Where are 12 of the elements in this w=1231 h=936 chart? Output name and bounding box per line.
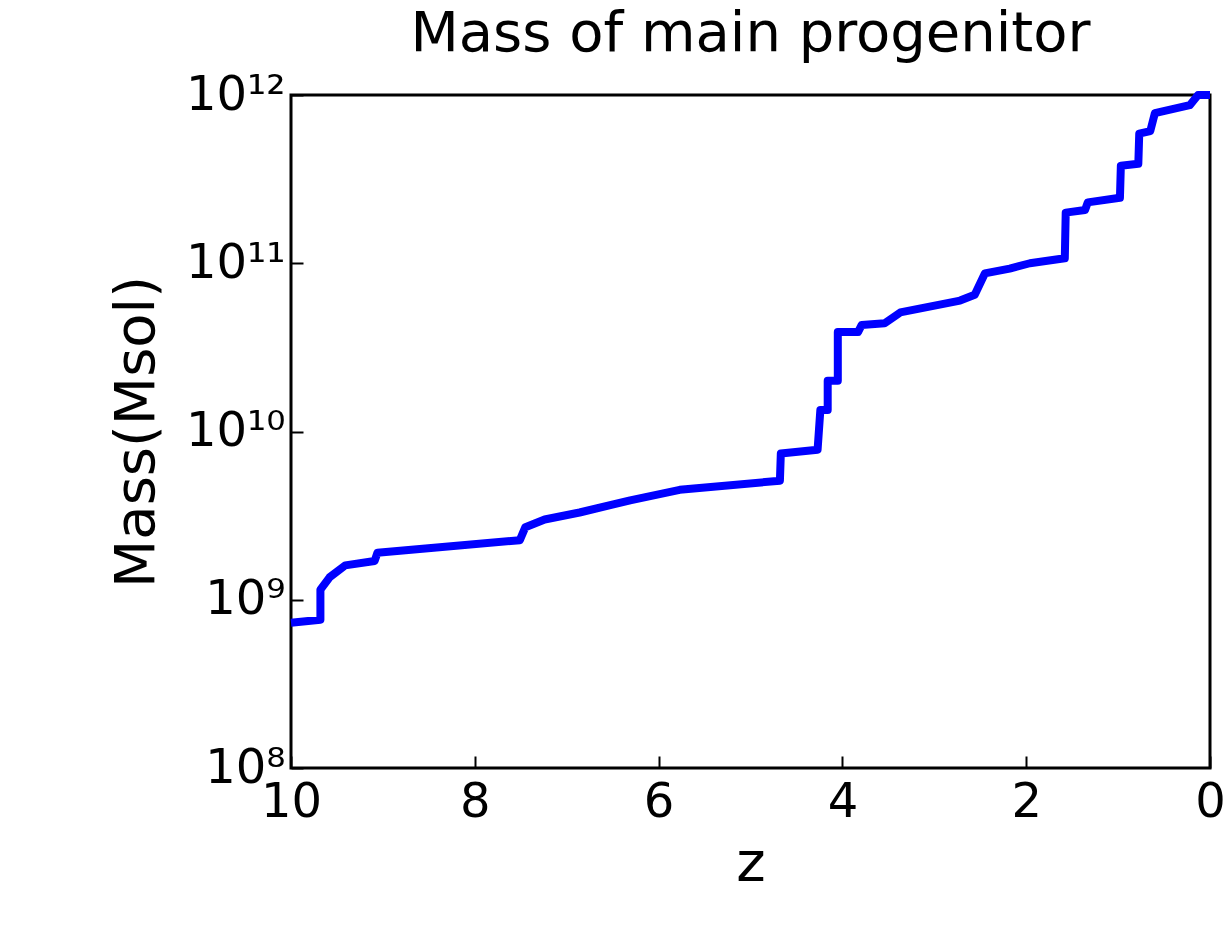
x-axis-title: z (736, 828, 766, 894)
y-tick-label: 10¹¹ (185, 232, 286, 289)
x-tick-label: 0 (1195, 771, 1226, 828)
x-tick-label: 6 (643, 771, 675, 828)
y-tick-label: 10¹⁰ (185, 401, 286, 457)
x-tick-label: 2 (1011, 771, 1042, 828)
y-tick-label: 10⁹ (205, 569, 286, 626)
x-tick-label: 4 (827, 771, 859, 828)
y-axis-title: Mass(Msol) (101, 276, 167, 588)
y-tick-label: 10¹² (185, 64, 286, 121)
x-tick-label: 8 (460, 771, 491, 828)
chart-title: Mass of main progenitor (410, 0, 1092, 64)
